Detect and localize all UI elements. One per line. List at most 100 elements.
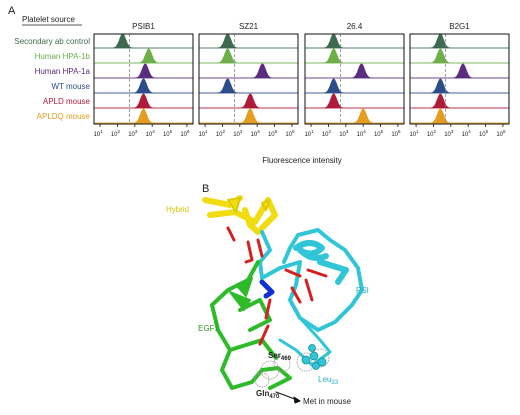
panel-title: SZ21	[239, 22, 259, 31]
histogram-peak	[94, 93, 193, 109]
tick-exponent: 1	[416, 129, 419, 134]
residue-label: Gln470	[256, 389, 280, 400]
histogram-peak	[410, 63, 509, 79]
x-tick-label: 103	[233, 129, 243, 138]
tick-exponent: 5	[381, 129, 384, 134]
tick-base: 10	[339, 132, 346, 138]
x-tick-label: 103	[339, 129, 349, 138]
histogram-peak	[94, 33, 193, 49]
x-tick-label: 105	[268, 129, 278, 138]
tick-base: 10	[391, 132, 398, 138]
structure	[202, 195, 364, 404]
histogram-peak	[305, 48, 404, 64]
histogram-peak	[410, 78, 509, 94]
x-tick-label: 106	[496, 129, 506, 138]
x-tick-label: 101	[304, 129, 314, 138]
tick-exponent: 6	[292, 129, 295, 134]
x-tick-label: 104	[462, 129, 472, 138]
tick-exponent: 4	[363, 129, 366, 134]
panel-frame	[304, 33, 405, 125]
tick-base: 10	[374, 132, 381, 138]
tick-exponent: 1	[100, 129, 103, 134]
tick-exponent: 1	[205, 129, 208, 134]
histogram-peak	[199, 78, 298, 94]
histogram-peak	[94, 108, 193, 124]
x-tick-label: 106	[285, 129, 295, 138]
histogram-peak	[305, 63, 404, 79]
residue-label: Ser469	[268, 351, 292, 362]
tick-base: 10	[496, 132, 503, 138]
panel-label: B	[202, 183, 209, 195]
x-tick-label: 101	[409, 129, 419, 138]
tick-base: 10	[427, 132, 434, 138]
histogram-peak	[94, 48, 193, 64]
tick-base: 10	[163, 132, 170, 138]
x-tick-label: 105	[374, 129, 384, 138]
residue-number: 470	[269, 394, 280, 400]
residue: Ser	[268, 351, 281, 360]
annotation: Met in mouse	[303, 397, 352, 406]
tick-exponent: 3	[240, 129, 243, 134]
x-tick-label: 102	[427, 129, 437, 138]
tick-exponent: 4	[468, 129, 471, 134]
tick-base: 10	[111, 132, 118, 138]
panel-frame	[198, 33, 299, 125]
panel-title: 26.4	[347, 22, 363, 31]
residue: Gln	[256, 389, 269, 398]
histogram-peak	[94, 78, 193, 94]
row-label: Human HPA-1a	[35, 67, 91, 76]
tick-exponent: 1	[311, 129, 314, 134]
row-label: APLDQ mouse	[37, 112, 91, 121]
tick-base: 10	[357, 132, 364, 138]
panel-label: A	[8, 5, 16, 17]
histogram-peak	[410, 33, 509, 49]
x-tick-label: 103	[128, 129, 138, 138]
tick-exponent: 5	[275, 129, 278, 134]
tick-base: 10	[146, 132, 153, 138]
x-tick-label: 105	[163, 129, 173, 138]
domain-label: PSI	[356, 286, 369, 295]
tick-exponent: 2	[223, 129, 226, 134]
histogram-peak	[199, 33, 298, 49]
residue-number: 469	[281, 356, 292, 362]
x-tick-label: 101	[198, 129, 208, 138]
header: Platelet source	[22, 15, 75, 24]
tick-exponent: 2	[118, 129, 121, 134]
tick-base: 10	[444, 132, 451, 138]
tick-exponent: 4	[152, 129, 155, 134]
tick-base: 10	[322, 132, 329, 138]
residue-label: Leu33	[318, 375, 339, 386]
tick-base: 10	[409, 132, 416, 138]
tick-exponent: 6	[503, 129, 506, 134]
x-tick-label: 106	[391, 129, 401, 138]
tick-exponent: 6	[187, 129, 190, 134]
tick-base: 10	[198, 132, 205, 138]
x-tick-label: 106	[180, 129, 190, 138]
row-label: Secondary ab control	[14, 37, 90, 46]
tick-exponent: 5	[170, 129, 173, 134]
tick-exponent: 6	[398, 129, 401, 134]
tick-exponent: 5	[486, 129, 489, 134]
tick-exponent: 3	[135, 129, 138, 134]
x-tick-label: 102	[111, 129, 121, 138]
histogram-peak	[410, 108, 509, 124]
tick-base: 10	[462, 132, 469, 138]
histogram-peak	[305, 78, 404, 94]
tick-base: 10	[180, 132, 187, 138]
panel-title: PSIB1	[132, 22, 155, 31]
residue-number: 33	[331, 380, 338, 386]
tick-base: 10	[233, 132, 240, 138]
histogram-peak	[410, 93, 509, 109]
x-tick-label: 104	[357, 129, 367, 138]
tick-exponent: 2	[329, 129, 332, 134]
tick-exponent: 3	[451, 129, 454, 134]
histogram-peak	[305, 93, 404, 109]
x-tick-label: 105	[479, 129, 489, 138]
x-tick-label: 104	[251, 129, 261, 138]
tick-exponent: 2	[434, 129, 437, 134]
histogram-peak	[199, 48, 298, 64]
x-tick-label: 103	[444, 129, 454, 138]
x-axis-label: Fluorescence intensity	[262, 156, 342, 165]
tick-base: 10	[216, 132, 223, 138]
